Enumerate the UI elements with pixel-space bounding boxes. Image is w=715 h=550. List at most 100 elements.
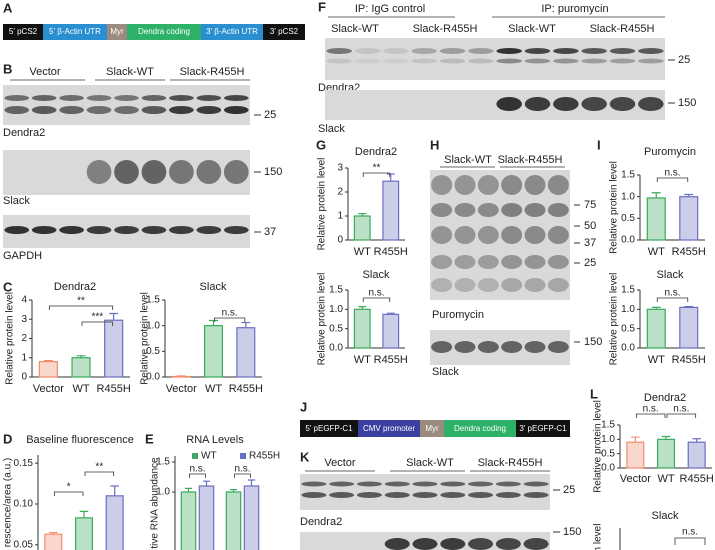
lane-label: Slack-R455H bbox=[180, 66, 245, 78]
error-bar bbox=[184, 487, 193, 492]
x-tick-label: R455H bbox=[672, 246, 706, 258]
mw-marker: 50 bbox=[584, 220, 596, 232]
error-bar bbox=[358, 213, 367, 216]
blot-band bbox=[431, 203, 453, 217]
blot-label: Dendra2 bbox=[300, 516, 342, 528]
blot-band bbox=[31, 106, 57, 114]
x-tick-label: R455H bbox=[229, 383, 263, 395]
blot-background bbox=[430, 170, 570, 300]
blot-band bbox=[169, 106, 194, 114]
mw-marker: 25 bbox=[264, 109, 276, 121]
blot-band bbox=[4, 95, 30, 101]
blot-band bbox=[638, 48, 664, 54]
bracket bbox=[214, 317, 246, 322]
chart-title: Baseline fluorescence bbox=[26, 434, 134, 446]
construct-part: 5' β-Actin UTR bbox=[49, 27, 101, 36]
y-tick-label: 0.10 bbox=[14, 499, 34, 510]
blot-band bbox=[547, 203, 569, 217]
annotation: n.s. bbox=[189, 464, 205, 475]
y-axis-label: rescence/area (a.u.) bbox=[3, 458, 14, 548]
panel-letter: H bbox=[430, 137, 439, 152]
blot-band bbox=[477, 203, 499, 217]
blot-band bbox=[431, 226, 453, 244]
blot-band bbox=[524, 48, 551, 54]
error-bar bbox=[49, 531, 58, 535]
blot-band bbox=[547, 175, 569, 195]
y-tick-label: 0.5 bbox=[146, 346, 160, 357]
y-axis-label: tive RNA abundance bbox=[150, 457, 161, 549]
blot-background bbox=[325, 90, 665, 120]
annotation: ** bbox=[77, 296, 85, 307]
annotation: ** bbox=[95, 462, 103, 473]
blot-band bbox=[547, 341, 569, 353]
blot-band bbox=[501, 278, 523, 292]
x-tick-label: WT bbox=[72, 383, 89, 395]
western-blot bbox=[3, 85, 250, 125]
bar bbox=[225, 491, 242, 550]
blot-band bbox=[169, 160, 194, 184]
y-tick-label: 1 bbox=[21, 352, 27, 363]
blot-band bbox=[477, 278, 499, 292]
bracket bbox=[656, 297, 689, 302]
blot-band bbox=[609, 58, 636, 64]
y-tick-label: 1.5 bbox=[156, 457, 170, 468]
construct bbox=[3, 24, 305, 40]
error-bar bbox=[651, 306, 661, 310]
bracket bbox=[48, 305, 114, 310]
y-tick-label: 4 bbox=[21, 295, 27, 306]
blot-band bbox=[169, 226, 194, 234]
blot-band bbox=[501, 175, 523, 195]
blot-band bbox=[326, 48, 352, 54]
y-axis-label: n level bbox=[593, 524, 604, 550]
blot-band bbox=[4, 106, 30, 114]
lane-label: Slack-R455H bbox=[478, 457, 543, 469]
blot-label: Slack bbox=[432, 366, 459, 378]
western-blot bbox=[300, 474, 550, 510]
lane-label: Slack-R455H bbox=[498, 154, 563, 166]
bar bbox=[679, 196, 699, 241]
mw-marker: 25 bbox=[584, 257, 596, 269]
construct-part: Myr bbox=[425, 424, 439, 433]
blot-band bbox=[431, 278, 453, 292]
blot-band bbox=[496, 48, 522, 54]
y-tick-label: 0.5 bbox=[601, 448, 615, 459]
chart-title: RNA Levels bbox=[186, 434, 244, 446]
blot-band bbox=[411, 58, 437, 64]
bar bbox=[353, 215, 371, 241]
blot-background bbox=[3, 85, 250, 125]
error-bar bbox=[684, 193, 694, 197]
legend-label: WT bbox=[201, 451, 217, 462]
chart-title: Slack bbox=[363, 269, 390, 281]
legend-label: R455H bbox=[249, 451, 280, 462]
error-bar bbox=[202, 480, 211, 486]
error-bar bbox=[631, 436, 640, 443]
blot-band bbox=[524, 341, 546, 353]
blot-band bbox=[468, 492, 494, 498]
bracket bbox=[635, 413, 666, 418]
bar bbox=[180, 491, 197, 550]
annotation: n.s. bbox=[222, 308, 238, 319]
y-tick-label: 0.0 bbox=[146, 372, 160, 383]
bar bbox=[382, 313, 400, 349]
blot-band bbox=[501, 341, 523, 353]
blot-band bbox=[454, 203, 476, 217]
chart-title: Slack bbox=[652, 510, 679, 522]
blot-band bbox=[524, 203, 546, 217]
construct-part: Dendra coding bbox=[138, 27, 190, 36]
blot-band bbox=[196, 95, 222, 101]
construct-part: 3' pEGFP-C1 bbox=[519, 424, 567, 433]
blot-band bbox=[501, 226, 523, 244]
blot-band bbox=[495, 481, 521, 487]
blot-band bbox=[440, 538, 466, 550]
blot-band bbox=[454, 255, 476, 269]
blot-band bbox=[524, 175, 546, 195]
blot-band bbox=[523, 481, 549, 487]
lane-label: Slack-WT bbox=[106, 66, 154, 78]
blot-band bbox=[609, 48, 636, 54]
blot-band bbox=[468, 481, 494, 487]
blot-band bbox=[547, 226, 569, 244]
bar bbox=[71, 357, 91, 378]
annotation: *** bbox=[91, 312, 103, 323]
blot-band bbox=[477, 341, 499, 353]
blot-band bbox=[301, 492, 327, 498]
